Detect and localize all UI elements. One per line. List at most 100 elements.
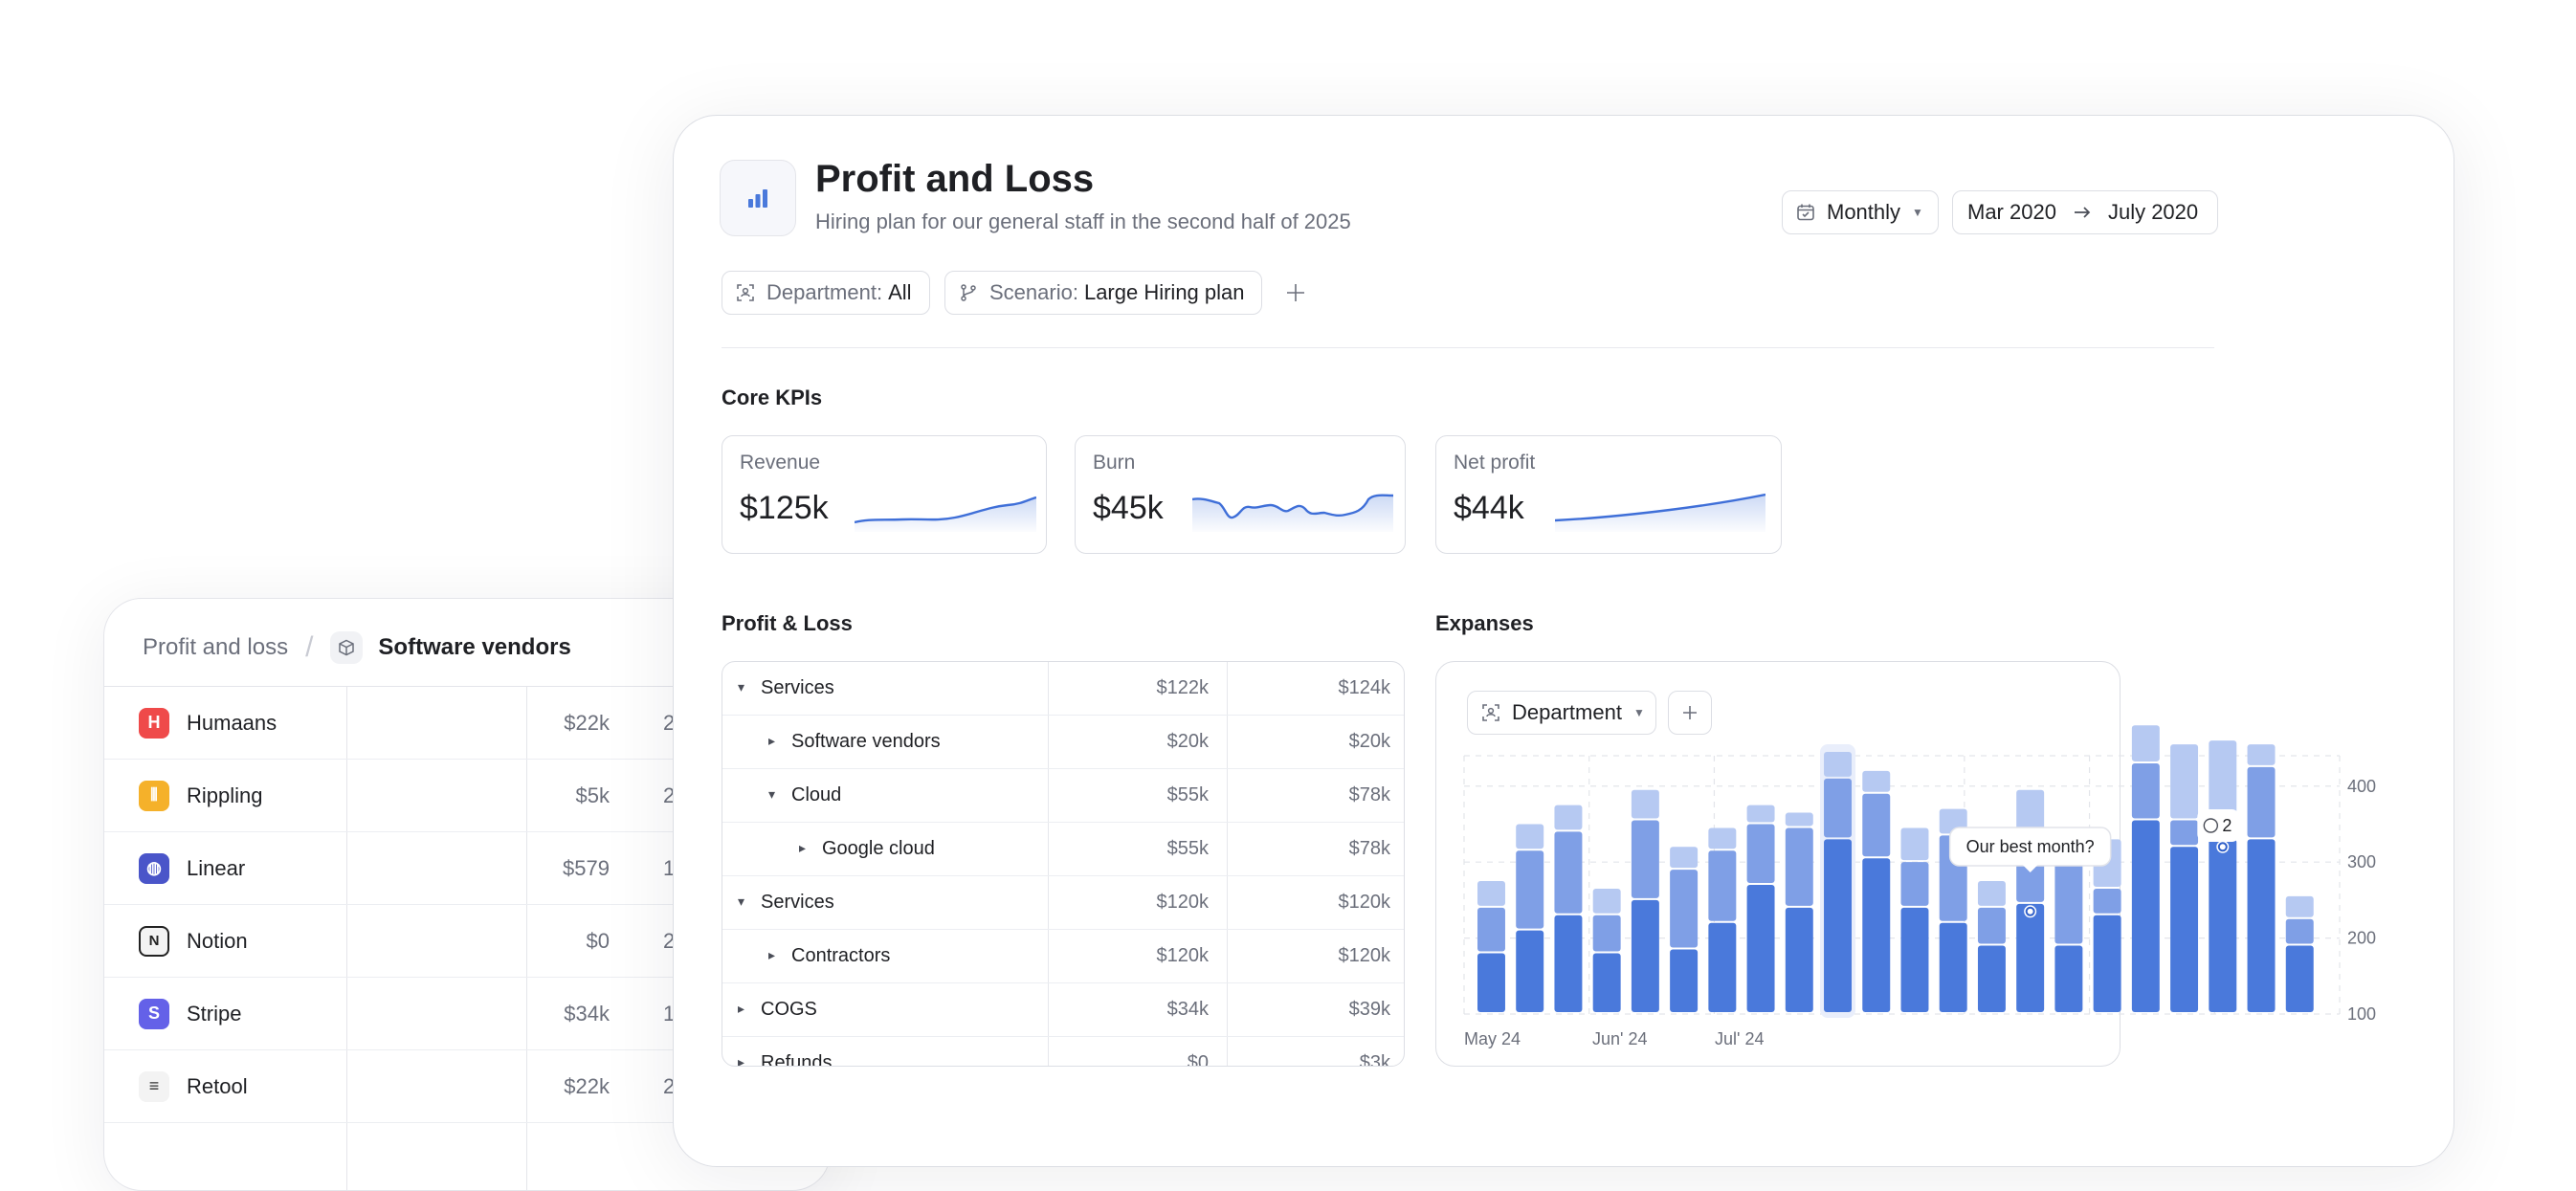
bar-segment[interactable] xyxy=(1977,881,2006,906)
bar-segment[interactable] xyxy=(1862,793,1891,857)
bar-segment[interactable] xyxy=(2170,820,2199,846)
row-value-a: $20k xyxy=(1166,731,1209,752)
bar-segment[interactable] xyxy=(1592,953,1621,1012)
bar-segment[interactable] xyxy=(1785,812,1813,827)
profit-loss-heading: Profit & Loss xyxy=(722,611,853,635)
bar-segment[interactable] xyxy=(1670,847,1699,869)
vendor-row[interactable]: S Stripe $34k 1 xyxy=(104,978,830,1050)
bar-segment[interactable] xyxy=(2209,839,2237,1012)
data-point-marker[interactable] xyxy=(2217,842,2228,852)
bar-segment[interactable] xyxy=(1477,953,1505,1012)
bar-segment[interactable] xyxy=(1824,778,1853,838)
bar-segment[interactable] xyxy=(2170,744,2199,819)
bar-segment[interactable] xyxy=(1708,827,1737,849)
caret-right-icon[interactable]: ▸ xyxy=(799,840,807,855)
add-filter-button[interactable] xyxy=(1274,271,1318,315)
caret-right-icon[interactable]: ▸ xyxy=(768,947,776,962)
bar-segment[interactable] xyxy=(1977,945,2006,1012)
period-select[interactable]: Monthly ▼ xyxy=(1782,190,1939,234)
bar-segment[interactable] xyxy=(1631,789,1659,819)
bar-segment[interactable] xyxy=(1477,881,1505,906)
bar-segment[interactable] xyxy=(1708,850,1737,921)
row-value-a: $0 xyxy=(1187,1052,1209,1067)
kpi-card-burn[interactable]: Burn $45k xyxy=(1075,435,1406,554)
row-value-a: $120k xyxy=(1156,945,1210,966)
bar-segment[interactable] xyxy=(2093,888,2121,914)
caret-down-icon[interactable]: ▾ xyxy=(768,786,776,802)
bar-segment[interactable] xyxy=(2247,839,2276,1012)
page-subtitle: Hiring plan for our general staff in the… xyxy=(815,210,1351,233)
caret-right-icon[interactable]: ▸ xyxy=(738,1054,745,1067)
bar-segment[interactable] xyxy=(2247,744,2276,765)
bar-segment[interactable] xyxy=(1670,949,1699,1013)
add-group-button[interactable] xyxy=(1668,691,1712,735)
bar-segment[interactable] xyxy=(1862,770,1891,792)
breadcrumb-separator: / xyxy=(305,631,314,663)
table-row[interactable]: ▾ Services $120k $120k xyxy=(722,876,1404,930)
kpi-card-revenue[interactable]: Revenue $125k xyxy=(722,435,1047,554)
bar-segment[interactable] xyxy=(1785,827,1813,906)
caret-down-icon[interactable]: ▾ xyxy=(738,679,745,695)
bar-segment[interactable] xyxy=(2170,847,2199,1012)
bar-segment[interactable] xyxy=(1977,907,2006,944)
bar-segment[interactable] xyxy=(1477,907,1505,952)
bar-segment[interactable] xyxy=(1554,915,1583,1012)
bar-segment[interactable] xyxy=(2131,820,2160,1013)
bar-segment[interactable] xyxy=(1592,888,1621,914)
bar-segment[interactable] xyxy=(1670,870,1699,948)
caret-right-icon[interactable]: ▸ xyxy=(768,733,776,748)
caret-right-icon[interactable]: ▸ xyxy=(738,1001,745,1016)
table-row[interactable]: ▾ Cloud $55k $78k xyxy=(722,769,1404,823)
bar-segment[interactable] xyxy=(1862,858,1891,1012)
department-filter[interactable]: Department: All xyxy=(722,271,930,315)
table-row[interactable]: ▸ Refunds $0 $3k xyxy=(722,1037,1404,1067)
bar-segment[interactable] xyxy=(2247,766,2276,838)
bar-segment[interactable] xyxy=(1708,922,1737,1012)
bar-segment[interactable] xyxy=(1746,805,1775,823)
bar-segment[interactable] xyxy=(1824,752,1853,777)
bar-segment[interactable] xyxy=(2285,918,2314,944)
bar-segment[interactable] xyxy=(1631,820,1659,898)
bar-segment[interactable] xyxy=(1554,805,1583,830)
bar-segment[interactable] xyxy=(1516,930,1544,1012)
bar-segment[interactable] xyxy=(2131,725,2160,761)
date-range-picker[interactable]: Mar 2020 July 2020 xyxy=(1952,190,2218,234)
bar-segment[interactable] xyxy=(1900,907,1929,1012)
table-row[interactable]: ▸ Contractors $120k $120k xyxy=(722,930,1404,983)
vendor-row[interactable]: N Notion $0 2 xyxy=(104,905,830,978)
scenario-filter[interactable]: Scenario: Large Hiring plan xyxy=(944,271,1262,315)
data-point-marker[interactable] xyxy=(2025,906,2035,916)
table-row[interactable]: ▸ Google cloud $55k $78k xyxy=(722,823,1404,876)
caret-down-icon[interactable]: ▾ xyxy=(738,893,745,909)
bar-segment[interactable] xyxy=(2285,895,2314,917)
group-by-select[interactable]: Department ▼ xyxy=(1467,691,1656,735)
vendor-row[interactable]: ◍ Linear $579 1 xyxy=(104,832,830,905)
bar-segment[interactable] xyxy=(2054,862,2083,944)
bar-segment[interactable] xyxy=(1554,831,1583,914)
bar-segment[interactable] xyxy=(1900,827,1929,861)
bar-segment[interactable] xyxy=(1592,915,1621,952)
table-row[interactable]: ▸ COGS $34k $39k xyxy=(722,983,1404,1037)
bar-segment[interactable] xyxy=(2131,762,2160,819)
bar-segment[interactable] xyxy=(1746,885,1775,1012)
bar-segment[interactable] xyxy=(2016,903,2045,1012)
vendor-row[interactable]: H Humaans $22k 2 xyxy=(104,687,830,760)
vendor-row[interactable]: ⦀ Rippling $5k 2 xyxy=(104,760,830,832)
bar-segment[interactable] xyxy=(1746,824,1775,883)
table-row[interactable]: ▸ Software vendors $20k $20k xyxy=(722,716,1404,769)
bar-segment[interactable] xyxy=(1516,850,1544,929)
bar-segment[interactable] xyxy=(1824,839,1853,1012)
bar-segment[interactable] xyxy=(1939,922,1967,1012)
breadcrumb-root[interactable]: Profit and loss xyxy=(143,634,289,660)
bar-segment[interactable] xyxy=(1516,824,1544,849)
bar-segment[interactable] xyxy=(2285,945,2314,1012)
bar-segment[interactable] xyxy=(1785,907,1813,1012)
table-row[interactable]: ▾ Services $122k $124k xyxy=(722,662,1404,716)
bar-segment[interactable] xyxy=(1900,862,1929,906)
kpi-card-net-profit[interactable]: Net profit $44k xyxy=(1435,435,1782,554)
bar-segment[interactable] xyxy=(2054,945,2083,1012)
bar-segment[interactable] xyxy=(1631,899,1659,1012)
comment-badge[interactable]: 2 xyxy=(2197,809,2240,842)
bar-segment[interactable] xyxy=(2209,740,2237,819)
bar-segment[interactable] xyxy=(2093,915,2121,1012)
